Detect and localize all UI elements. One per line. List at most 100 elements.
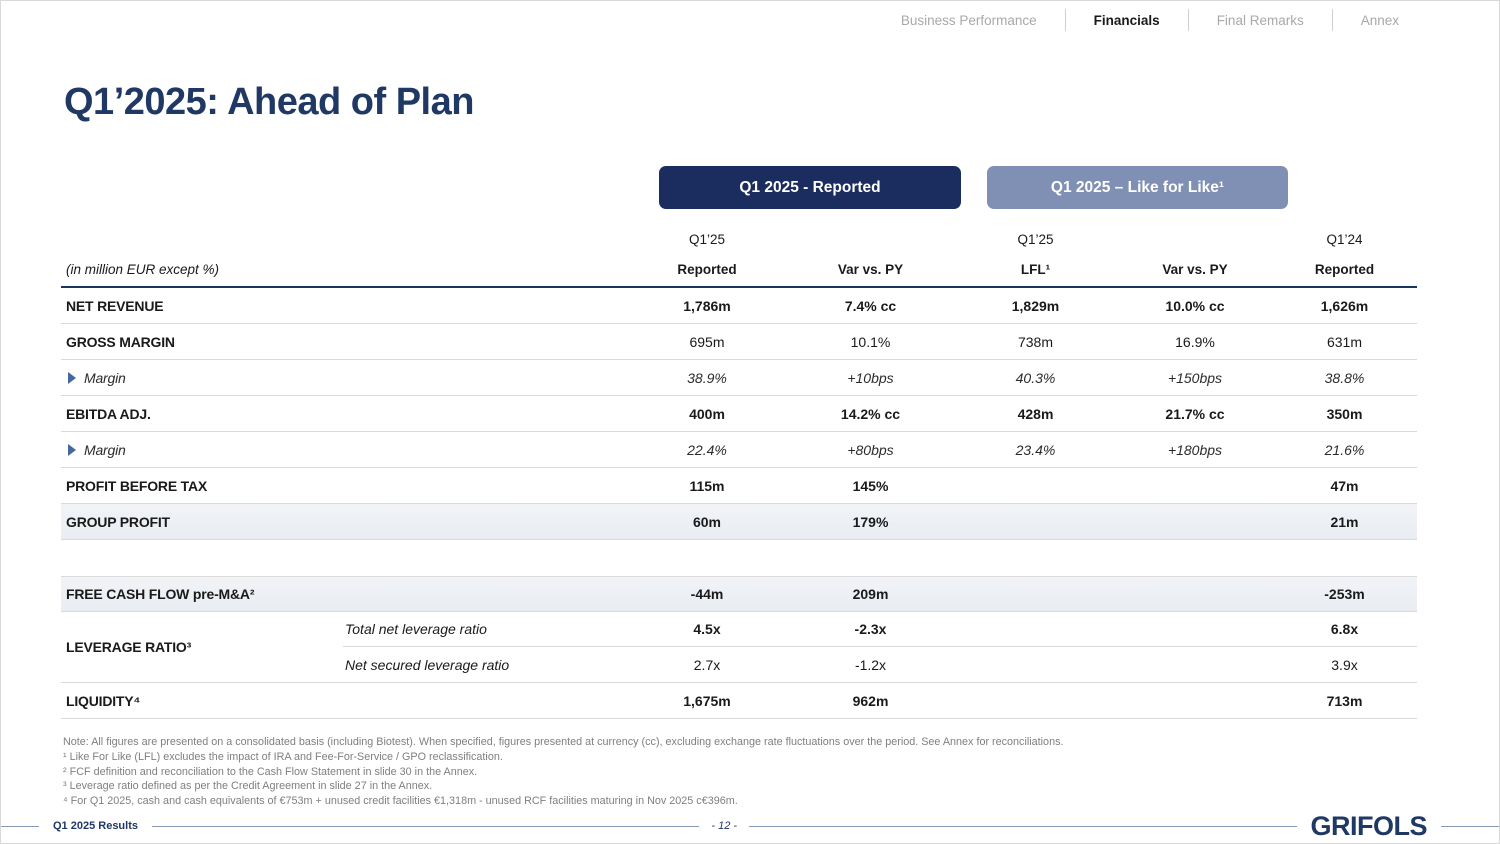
footer-rule: [152, 825, 700, 827]
col-header-reported-py: Reported: [1314, 262, 1375, 277]
cell-value: 21.7% cc: [1165, 405, 1225, 422]
footer-rule: [749, 825, 1297, 827]
footer-rule: [1441, 825, 1499, 827]
footer-page-number: - 12 -: [711, 820, 738, 832]
row-label: LIQUIDITY⁴: [66, 692, 141, 709]
table-row-gross-margin-pct: Margin 38.9% +10bps 40.3% +150bps 38.8%: [61, 360, 1417, 396]
slide-footer: Q1 2025 Results - 12 - GRIFOLS: [1, 811, 1499, 841]
cell-value: 22.4%: [687, 441, 727, 458]
nav-separator: [1187, 9, 1189, 31]
row-label-total-net-leverage: Total net leverage ratio: [343, 612, 626, 647]
row-label: NET REVENUE: [66, 297, 164, 314]
cell-value: -253m: [1324, 586, 1365, 602]
table-row-profit-before-tax: PROFIT BEFORE TAX 115m 145% 47m: [61, 468, 1417, 504]
cell-value: +150bps: [1167, 369, 1223, 386]
cell-value: 10.0% cc: [1165, 297, 1225, 314]
cell-value: -44m: [690, 586, 724, 602]
footnote-line: ² FCF definition and reconciliation to t…: [63, 765, 478, 778]
nav-annex[interactable]: Annex: [1360, 12, 1399, 28]
table-row-ebitda-margin-pct: Margin 22.4% +80bps 23.4% +180bps 21.6%: [61, 432, 1417, 468]
table-column-header-row: (in million EUR except %) Reported Var v…: [61, 253, 1417, 288]
cell-value: 1,829m: [1011, 297, 1060, 314]
nav-final-remarks[interactable]: Final Remarks: [1216, 12, 1304, 28]
cell-value: 115m: [689, 477, 725, 494]
row-label: PROFIT BEFORE TAX: [66, 477, 208, 494]
cell-value: 400m: [689, 405, 725, 422]
cell-value: [953, 612, 1118, 647]
page-title: Q1’2025: Ahead of Plan: [64, 81, 474, 123]
row-label: EBITDA ADJ.: [66, 405, 151, 422]
cell-value: -2.3x: [788, 612, 953, 647]
cell-value: 738m: [1017, 333, 1054, 350]
cell-value: 1,626m: [1320, 297, 1369, 314]
financials-table: Q1’25 Q1’25 Q1’24 (in million EUR except…: [61, 225, 1417, 719]
cell-value: 695m: [689, 333, 725, 350]
cell-value: 6.8x: [1272, 612, 1417, 647]
footnote-line: ⁴ For Q1 2025, cash and cash equivalents…: [63, 795, 738, 808]
group-header-q124: Q1’24: [1326, 231, 1363, 247]
footer-deck-title: Q1 2025 Results: [53, 820, 138, 832]
footnote-line: ³ Leverage ratio defined as per the Cred…: [63, 780, 433, 793]
col-header-var-vs-py-2: Var vs. PY: [1162, 262, 1228, 277]
table-row-liquidity: LIQUIDITY⁴ 1,675m 962m 713m: [61, 683, 1417, 719]
cell-value: 38.9%: [687, 369, 727, 386]
cell-value: 23.4%: [1015, 441, 1056, 458]
table-group-header-row: Q1’25 Q1’25 Q1’24: [61, 225, 1417, 253]
top-navigation: Business Performance Financials Final Re…: [873, 9, 1427, 31]
table-row-free-cash-flow: FREE CASH FLOW pre-M&A² -44m 209m -253m: [61, 576, 1417, 612]
col-header-var-vs-py-1: Var vs. PY: [837, 262, 904, 277]
cell-value: +180bps: [1167, 441, 1223, 458]
table-section-gap: [61, 540, 1417, 576]
cell-value: 209m: [852, 586, 889, 602]
grifols-logo: GRIFOLS: [1310, 810, 1428, 841]
cell-value: 21.6%: [1324, 441, 1365, 458]
cell-value: 3.9x: [1331, 656, 1358, 673]
cell-value: 713m: [1326, 692, 1363, 709]
cell-value: 1,675m: [683, 692, 731, 709]
footer-rule: [1, 825, 39, 827]
table-row-group-profit: GROUP PROFIT 60m 179% 21m: [61, 504, 1417, 540]
unit-note: (in million EUR except %): [66, 262, 220, 277]
nav-business-performance[interactable]: Business Performance: [900, 12, 1037, 28]
nav-separator: [1064, 9, 1066, 31]
row-label: Margin: [61, 442, 626, 458]
cell-value: 14.2% cc: [840, 405, 901, 422]
table-row-net-revenue: NET REVENUE 1,786m 7.4% cc 1,829m 10.0% …: [61, 288, 1417, 324]
cell-value: 179%: [852, 513, 889, 530]
triangle-bullet-icon: [68, 443, 76, 456]
cell-value: 10.1%: [850, 333, 891, 350]
col-header-lfl: LFL¹: [1020, 262, 1051, 277]
table-block-leverage-ratio: LEVERAGE RATIO³ Total net leverage ratio…: [61, 612, 1417, 683]
row-label-net-secured-leverage: Net secured leverage ratio: [345, 656, 510, 673]
cell-value: 350m: [1326, 405, 1363, 422]
cell-value: 60m: [692, 513, 722, 530]
cell-value: +10bps: [847, 369, 894, 386]
footnote-line: ¹ Like For Like (LFL) excludes the impac…: [63, 750, 503, 763]
cell-value: 47m: [1330, 477, 1359, 494]
cell-value: 631m: [1326, 333, 1363, 350]
cell-value: -1.2x: [854, 656, 887, 673]
footnotes: Note: All figures are presented on a con…: [63, 735, 1323, 809]
nav-financials[interactable]: Financials: [1093, 12, 1160, 28]
row-label-leverage-ratio: LEVERAGE RATIO³: [66, 639, 192, 655]
group-header-q125-reported: Q1’25: [688, 231, 726, 247]
row-label: GROSS MARGIN: [66, 333, 175, 350]
group-header-q125-lfl: Q1’25: [1017, 231, 1054, 247]
col-header-reported: Reported: [677, 262, 737, 277]
badge-q1-2025-like-for-like: Q1 2025 – Like for Like¹: [987, 166, 1288, 209]
cell-value: 962m: [852, 692, 889, 709]
row-label: FREE CASH FLOW pre-M&A²: [66, 586, 255, 602]
cell-value: 7.4% cc: [844, 297, 897, 314]
cell-value: 21m: [1330, 513, 1359, 530]
cell-value: +80bps: [847, 441, 894, 458]
cell-value: 4.5x: [626, 612, 788, 647]
cell-value: 428m: [1017, 405, 1054, 422]
triangle-bullet-icon: [68, 371, 76, 384]
cell-value: 145%: [852, 477, 889, 494]
table-row-ebitda-adj: EBITDA ADJ. 400m 14.2% cc 428m 21.7% cc …: [61, 396, 1417, 432]
nav-separator: [1331, 9, 1333, 31]
badge-q1-2025-reported: Q1 2025 - Reported: [659, 166, 961, 209]
row-label: GROUP PROFIT: [66, 513, 170, 530]
row-label: Margin: [61, 370, 626, 386]
